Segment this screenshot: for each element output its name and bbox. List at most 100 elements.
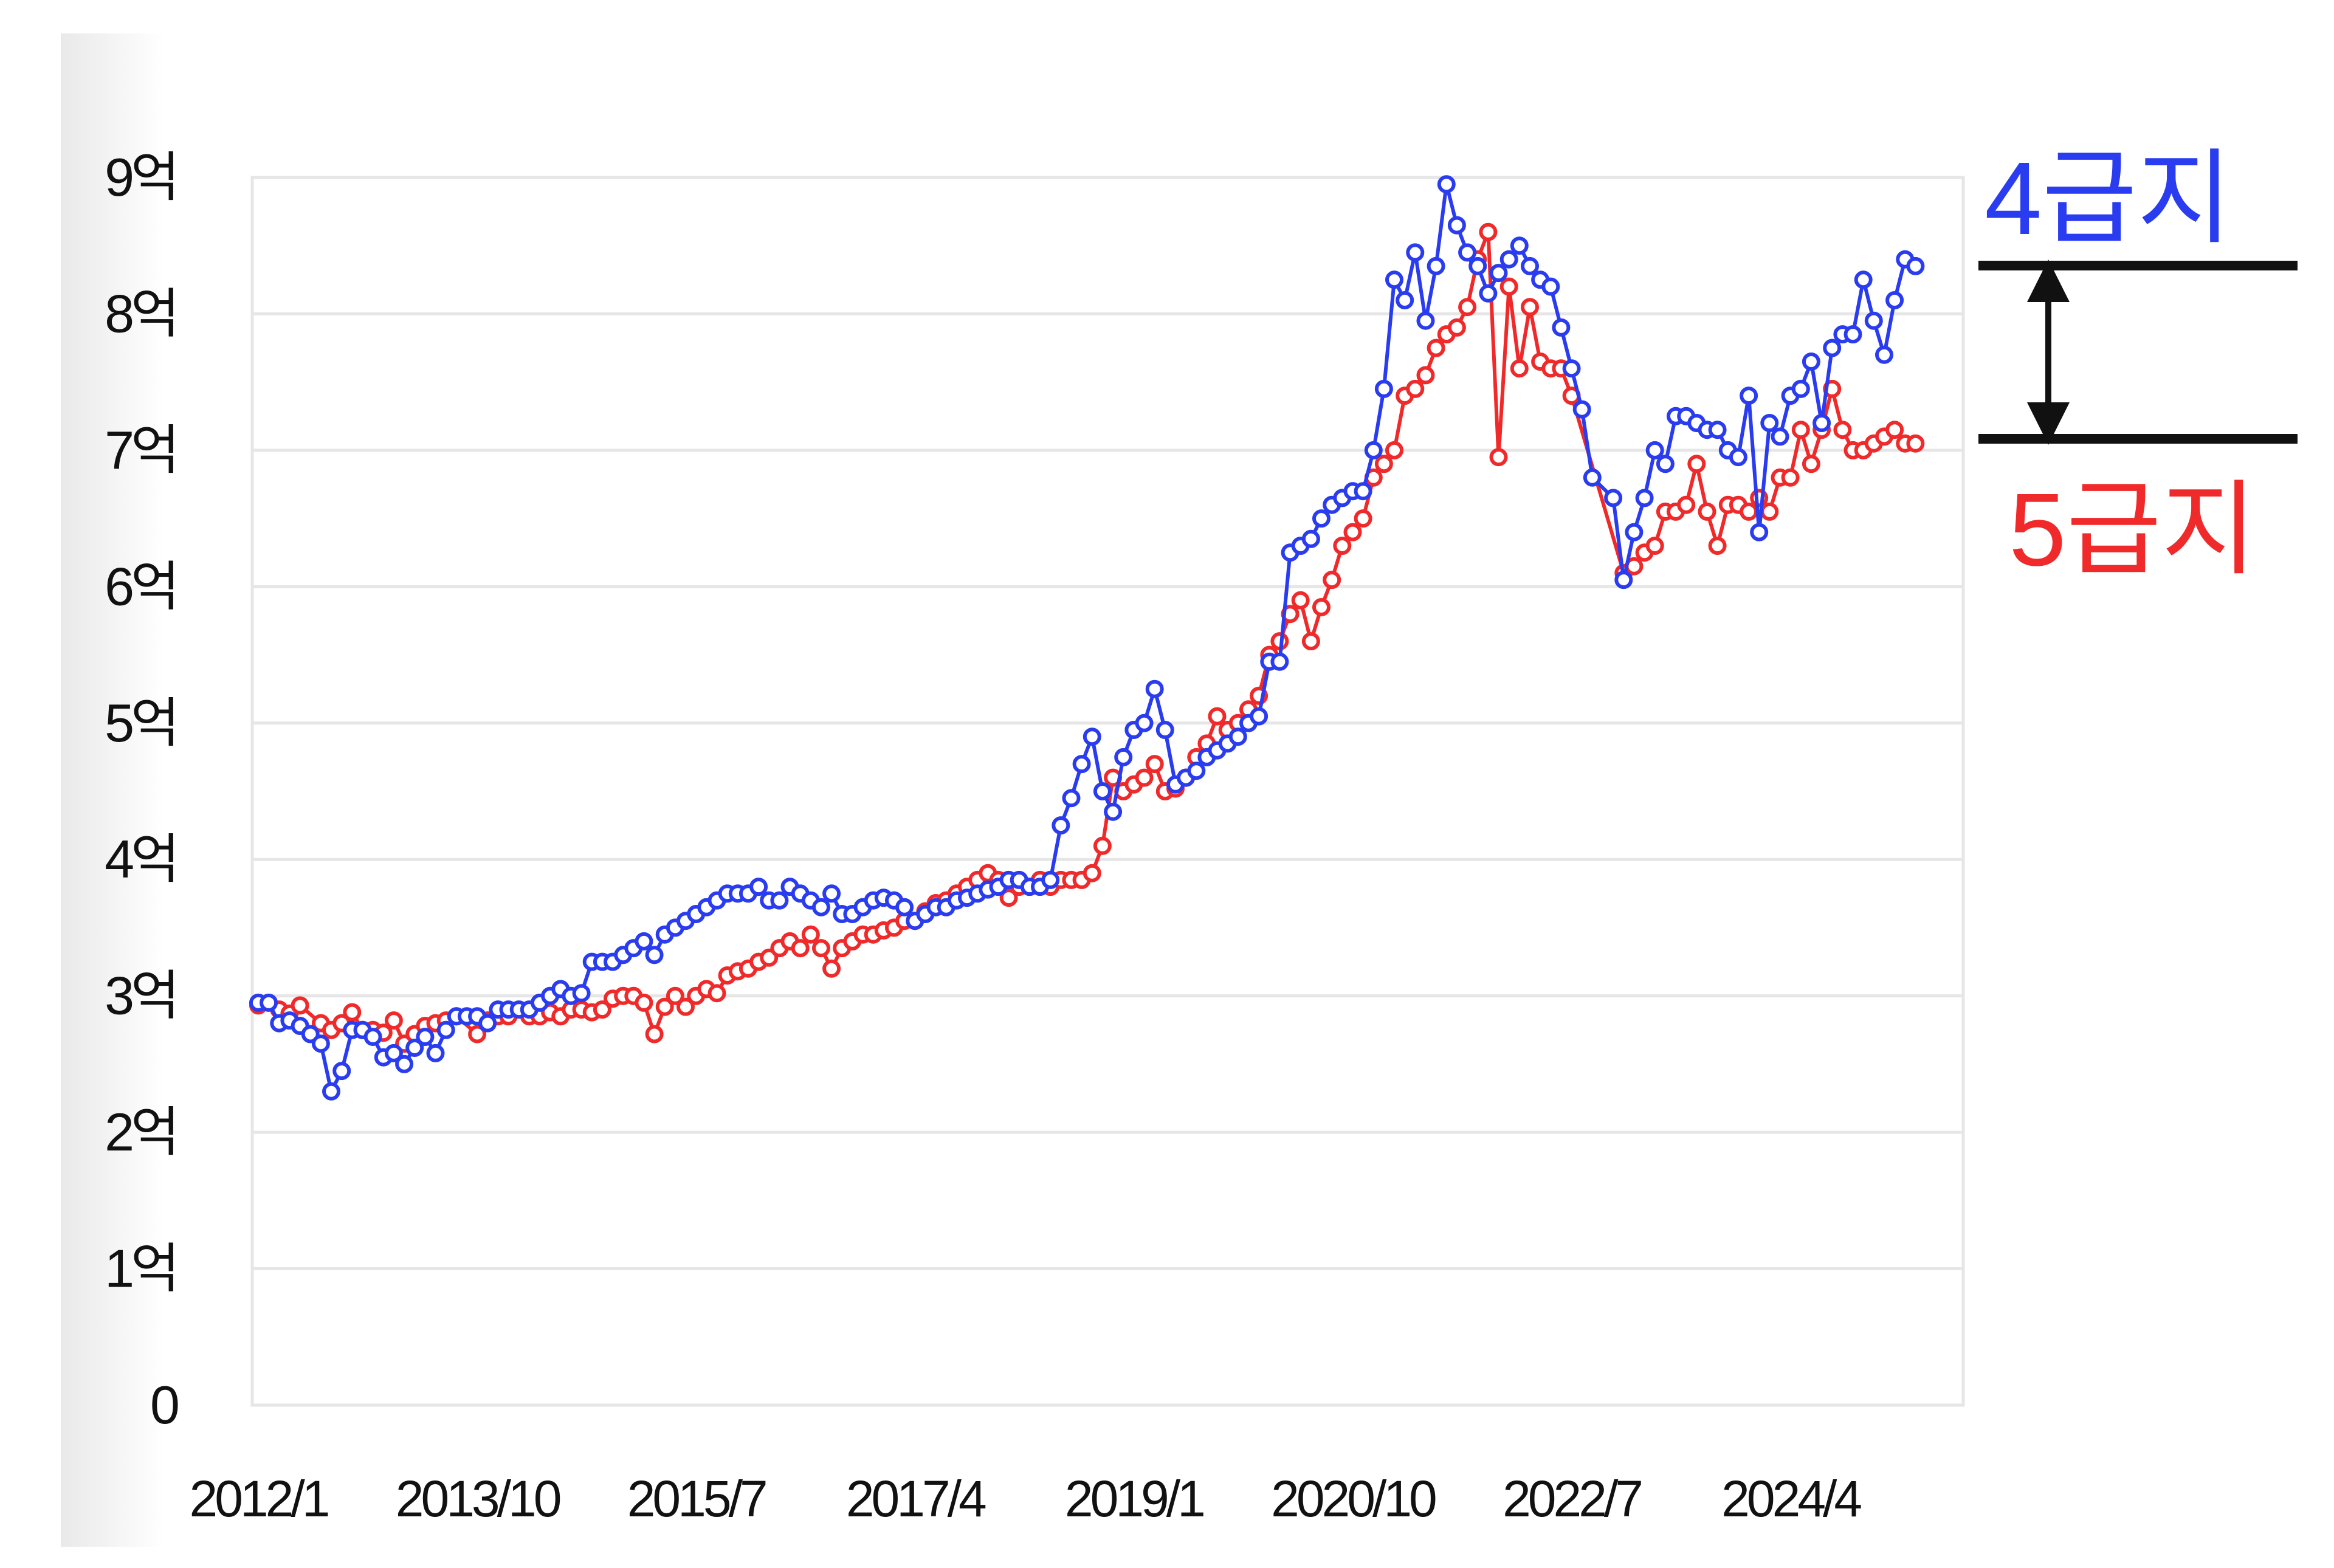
data-point xyxy=(999,889,1018,907)
data-point xyxy=(384,1044,403,1062)
data-point xyxy=(1791,421,1810,439)
data-point xyxy=(1708,537,1727,555)
data-point xyxy=(1312,509,1331,528)
data-point xyxy=(1416,311,1435,330)
data-point xyxy=(1802,455,1820,473)
x-tick-label: 2017/4 xyxy=(846,1470,986,1527)
data-point xyxy=(1698,502,1716,521)
data-point xyxy=(812,939,830,958)
data-point xyxy=(1489,264,1508,283)
data-point xyxy=(291,996,309,1015)
data-point xyxy=(1250,707,1269,726)
data-point xyxy=(1656,455,1675,473)
legend-label-5geupji: 5급지 xyxy=(2009,472,2256,588)
data-point xyxy=(1875,345,1893,364)
y-tick-label: 8억 xyxy=(105,283,176,343)
data-point xyxy=(1729,448,1747,467)
data-point xyxy=(1333,537,1352,555)
data-point xyxy=(1416,366,1435,385)
data-point xyxy=(1052,816,1070,835)
data-point xyxy=(1760,414,1779,432)
data-point xyxy=(1135,768,1154,787)
data-point xyxy=(1885,291,1904,309)
data-point xyxy=(645,1025,664,1044)
data-point xyxy=(416,1028,435,1046)
data-point xyxy=(770,891,789,910)
data-point xyxy=(1374,379,1393,398)
data-point xyxy=(1791,379,1810,398)
data-point xyxy=(1489,448,1508,467)
data-point xyxy=(1708,421,1727,439)
series-layer xyxy=(249,175,1925,1101)
data-point xyxy=(1312,598,1331,616)
y-tick-label: 5억 xyxy=(105,693,176,753)
data-point xyxy=(1083,864,1101,882)
data-point xyxy=(1447,318,1466,337)
data-point xyxy=(1072,755,1091,774)
data-point xyxy=(468,1025,487,1044)
data-point xyxy=(1499,277,1518,296)
x-tick-label: 2013/10 xyxy=(396,1470,560,1527)
data-point xyxy=(1823,339,1842,357)
data-point xyxy=(1740,387,1758,405)
y-tick-label: 9억 xyxy=(105,147,176,207)
data-point xyxy=(1645,441,1664,459)
x-tick-label: 2022/7 xyxy=(1503,1470,1641,1527)
data-point xyxy=(1301,632,1320,651)
data-point xyxy=(1062,789,1081,808)
data-point xyxy=(1427,339,1445,357)
data-point xyxy=(1760,502,1779,521)
data-point xyxy=(1562,359,1581,378)
y-axis-ticks: 0 1억 2억 3억 4억 5억 6억 7억 8억 9억 xyxy=(105,147,182,1435)
x-tick-label: 2015/7 xyxy=(627,1470,766,1527)
gridlines xyxy=(252,176,1963,1271)
data-point xyxy=(1208,707,1227,726)
data-point xyxy=(1104,802,1123,821)
y-tick-label: 2억 xyxy=(105,1102,176,1162)
data-point xyxy=(1468,256,1487,275)
data-point xyxy=(1854,270,1873,289)
y-tick-label: 1억 xyxy=(105,1239,176,1299)
data-point xyxy=(260,993,278,1012)
data-point xyxy=(405,1039,424,1057)
data-point xyxy=(1583,468,1602,487)
data-point xyxy=(1843,325,1862,344)
data-point xyxy=(1155,721,1174,739)
data-point xyxy=(1354,509,1372,528)
y-tick-label: 4억 xyxy=(105,829,176,889)
data-point xyxy=(1510,359,1529,378)
data-point xyxy=(1343,523,1362,542)
data-point xyxy=(1750,523,1769,542)
data-point xyxy=(1291,591,1310,610)
data-point xyxy=(1385,270,1403,289)
data-point xyxy=(1677,495,1696,514)
data-point xyxy=(1458,298,1477,317)
data-point xyxy=(1864,311,1883,330)
data-point xyxy=(666,986,684,1005)
data-point xyxy=(1521,298,1539,317)
data-point xyxy=(1364,441,1383,459)
data-point xyxy=(1374,455,1393,473)
data-point xyxy=(1145,755,1164,774)
data-point xyxy=(1625,523,1644,542)
x-tick-label: 2024/4 xyxy=(1721,1470,1861,1527)
y-tick-label: 7억 xyxy=(105,420,176,480)
data-point xyxy=(436,1020,455,1039)
data-point xyxy=(1802,352,1820,371)
data-point xyxy=(1510,236,1529,255)
y-tick-label: 3억 xyxy=(105,966,176,1026)
data-point xyxy=(343,1003,362,1022)
data-point xyxy=(1396,291,1414,309)
data-point xyxy=(332,1062,351,1081)
data-point xyxy=(1771,427,1789,446)
data-point xyxy=(1458,243,1477,262)
data-point xyxy=(895,898,914,916)
x-tick-label: 2012/1 xyxy=(190,1470,328,1527)
data-point xyxy=(1906,434,1925,453)
data-point xyxy=(791,939,810,958)
data-point xyxy=(1635,489,1654,507)
data-point xyxy=(363,1028,382,1046)
data-point xyxy=(1812,414,1831,432)
data-point xyxy=(1740,502,1758,521)
